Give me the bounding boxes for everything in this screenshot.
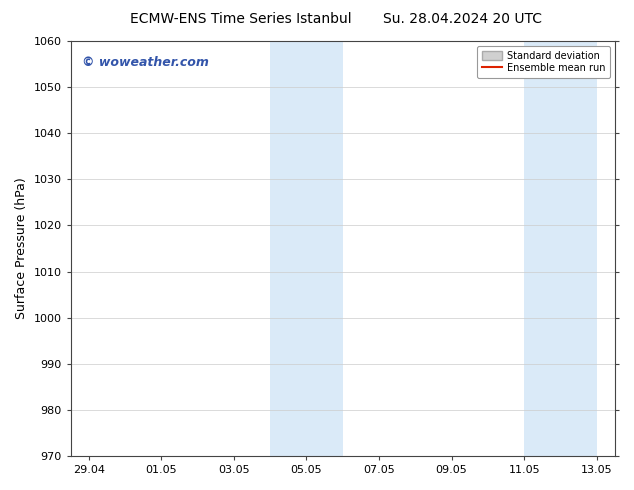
Text: Su. 28.04.2024 20 UTC: Su. 28.04.2024 20 UTC [384,12,542,26]
Bar [270,41,343,456]
Y-axis label: Surface Pressure (hPa): Surface Pressure (hPa) [15,178,28,319]
Text: © woweather.com: © woweather.com [82,55,209,69]
Legend: Standard deviation, Ensemble mean run: Standard deviation, Ensemble mean run [477,46,610,77]
Text: ECMW-ENS Time Series Istanbul: ECMW-ENS Time Series Istanbul [130,12,352,26]
Bar [524,41,597,456]
